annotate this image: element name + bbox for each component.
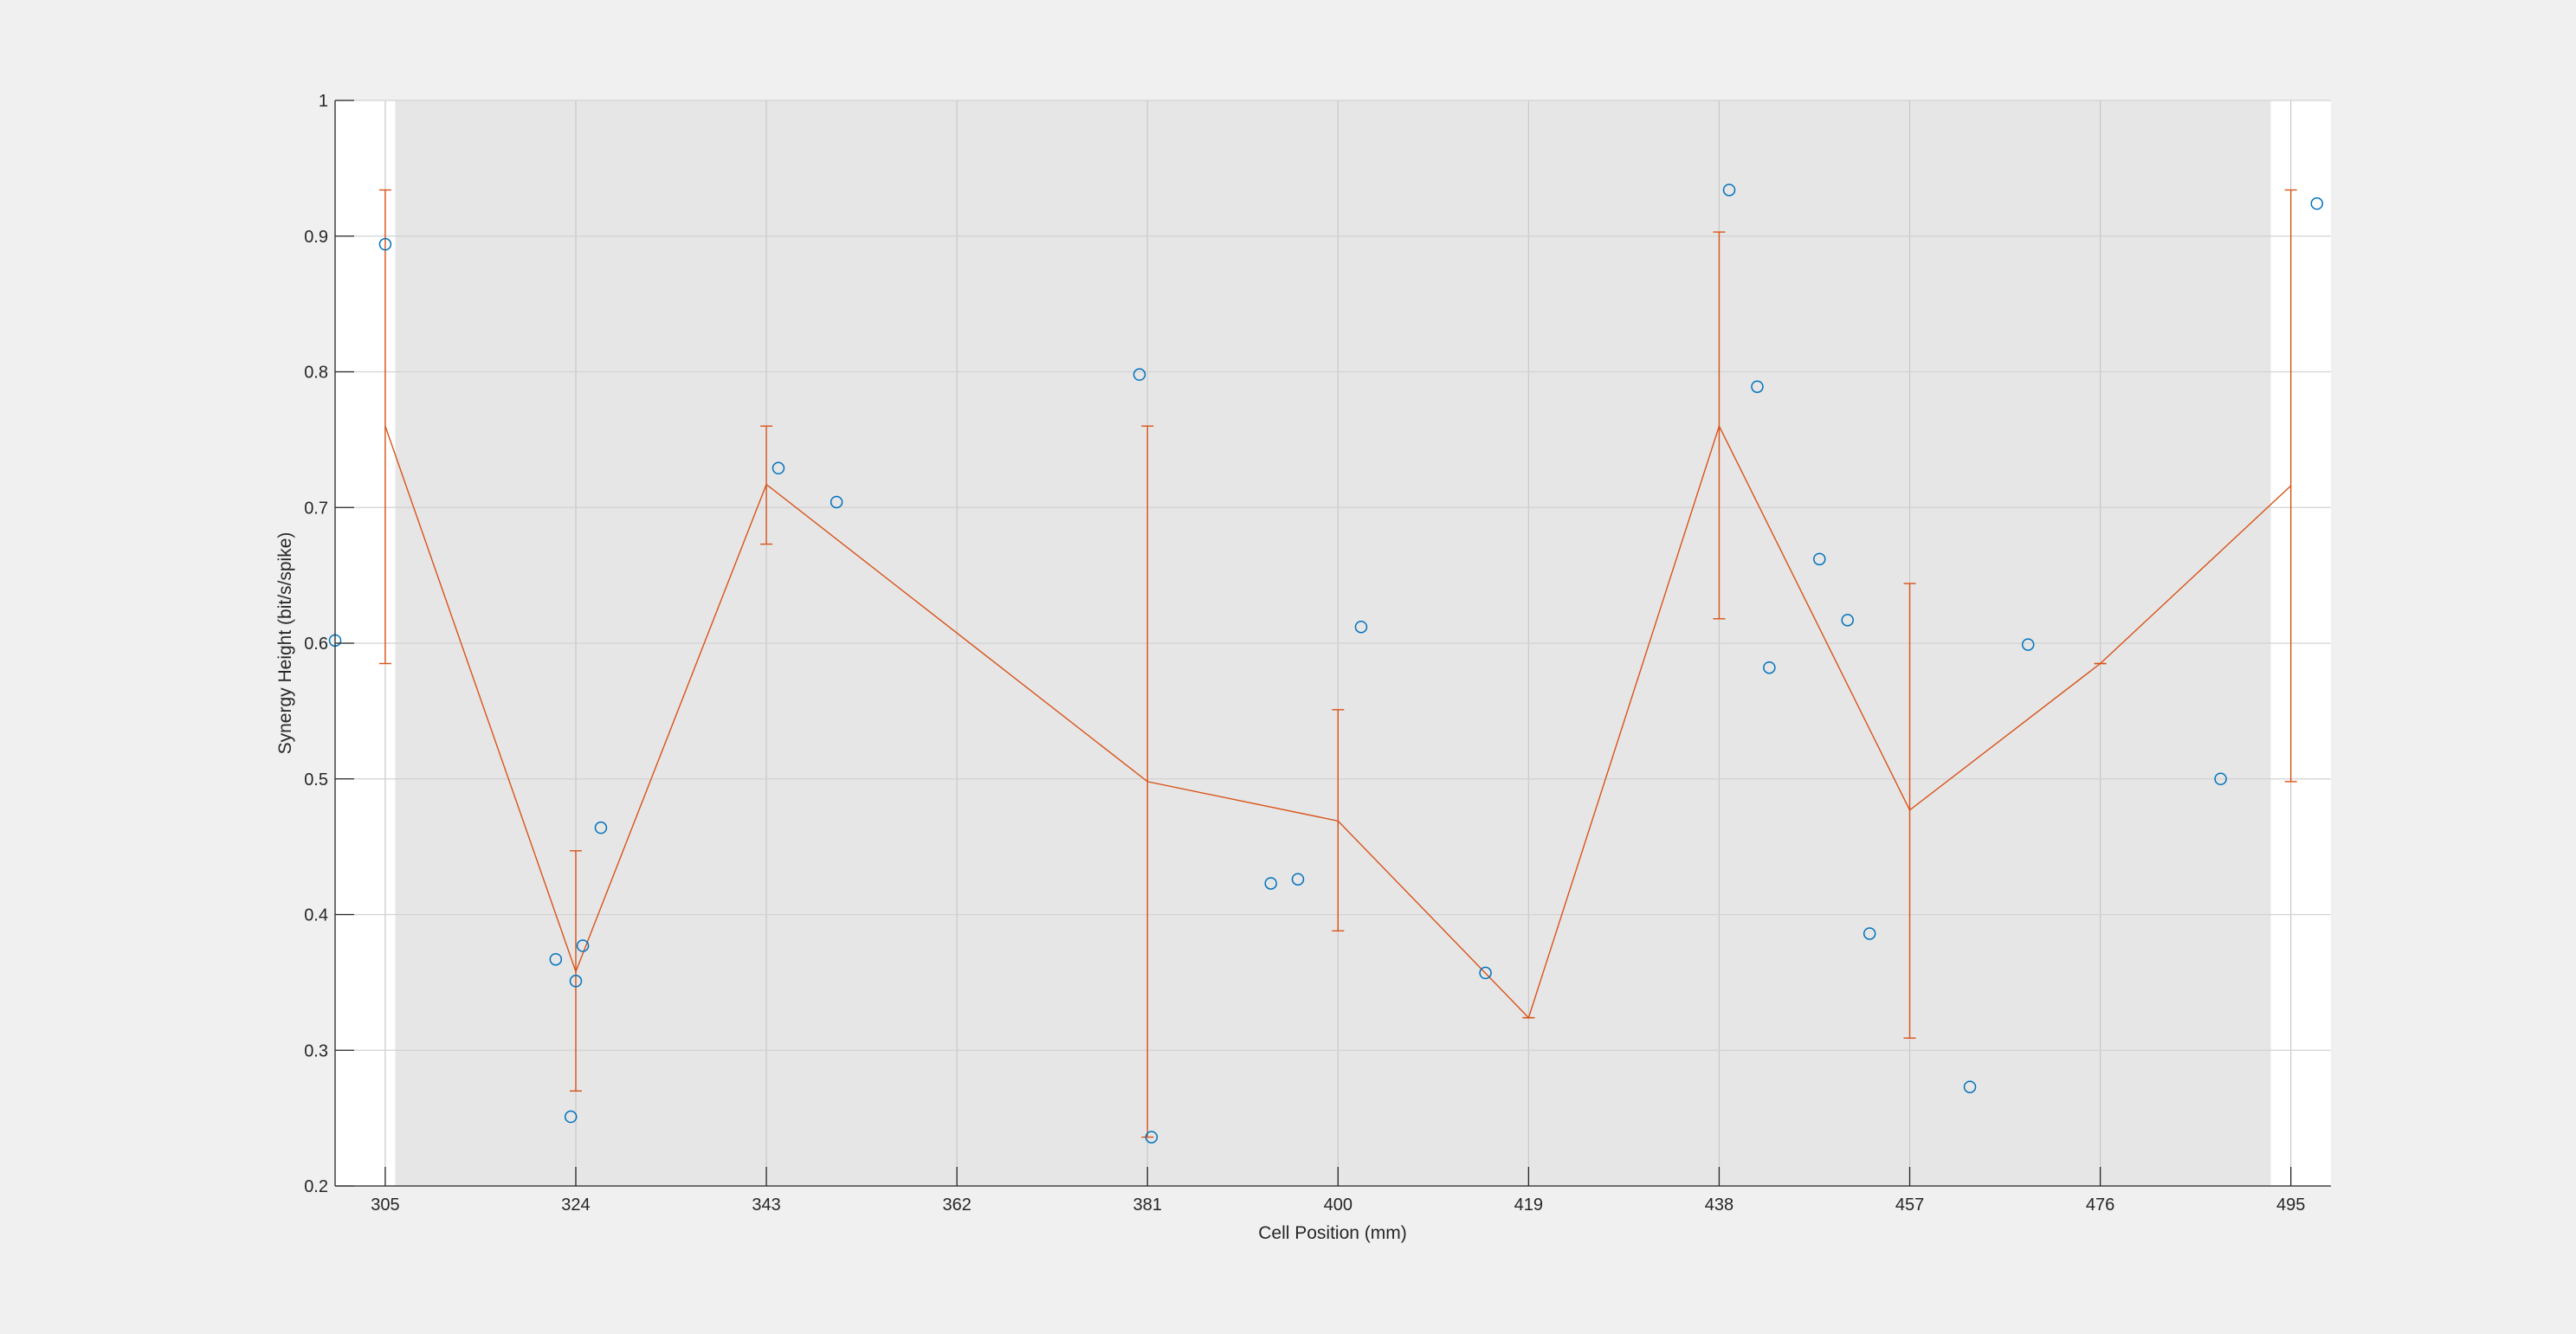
x-tick-label: 419 [1514, 1195, 1543, 1215]
x-tick-label: 438 [1705, 1195, 1733, 1215]
data-point [1751, 380, 1764, 393]
data-point [1813, 552, 1826, 566]
data-point [2310, 197, 2324, 210]
data-point [594, 821, 608, 835]
data-point [1863, 927, 1876, 940]
x-tick-label: 476 [2086, 1195, 2114, 1215]
x-tick-label: 381 [1133, 1195, 1162, 1215]
data-point [1354, 620, 1368, 634]
x-tick-label: 343 [752, 1195, 780, 1215]
data-point [1722, 184, 1736, 197]
axes [334, 100, 2331, 1187]
x-axis-label: Cell Position (mm) [1258, 1223, 1407, 1243]
x-tick-labels: 305 324 343 362 381 400 419 438 457 476 495 [371, 1195, 2305, 1215]
data-point [1133, 368, 1146, 381]
y-tick-label: 0.7 [304, 499, 328, 518]
x-tick-label: 457 [1895, 1195, 1924, 1215]
y-tick-label: 0.5 [304, 770, 328, 789]
y-tick-label: 0.3 [304, 1041, 328, 1060]
data-point [772, 461, 785, 475]
x-tick-label: 400 [1324, 1195, 1353, 1215]
data-point [564, 1110, 578, 1124]
y-tick-label: 0.6 [304, 635, 328, 654]
data-point [1145, 1131, 1159, 1144]
y-tick-label: 1 [319, 92, 328, 111]
data-point [1264, 877, 1277, 890]
x-tick-label: 324 [561, 1195, 590, 1215]
data-point [576, 939, 590, 952]
data-point [1841, 614, 1854, 627]
y-tick-label: 0.2 [304, 1177, 328, 1196]
data-point [569, 975, 583, 988]
data-point [1479, 966, 1492, 980]
data-point [830, 495, 843, 509]
data-point [2214, 772, 2227, 785]
y-tick-labels: 0.2 0.3 0.4 0.5 0.6 0.7 0.8 0.9 1 [304, 92, 328, 1196]
y-tick-label: 0.4 [304, 906, 328, 925]
data-point [549, 952, 563, 966]
mean-line [384, 424, 2292, 1019]
data-point [1291, 873, 1305, 886]
x-tick-label: 362 [942, 1195, 971, 1215]
data-point [2021, 638, 2035, 651]
x-tick-label: 305 [371, 1195, 399, 1215]
data-point [378, 237, 392, 251]
y-axis-label: Synergy Height (bit/s/spike) [275, 532, 295, 755]
data-point [1963, 1080, 1977, 1093]
x-tick-label: 495 [2276, 1195, 2305, 1215]
y-tick-label: 0.9 [304, 228, 328, 247]
y-tick-label: 0.8 [304, 364, 328, 383]
scatter-series [328, 184, 2324, 1144]
data-point [1763, 661, 1776, 674]
